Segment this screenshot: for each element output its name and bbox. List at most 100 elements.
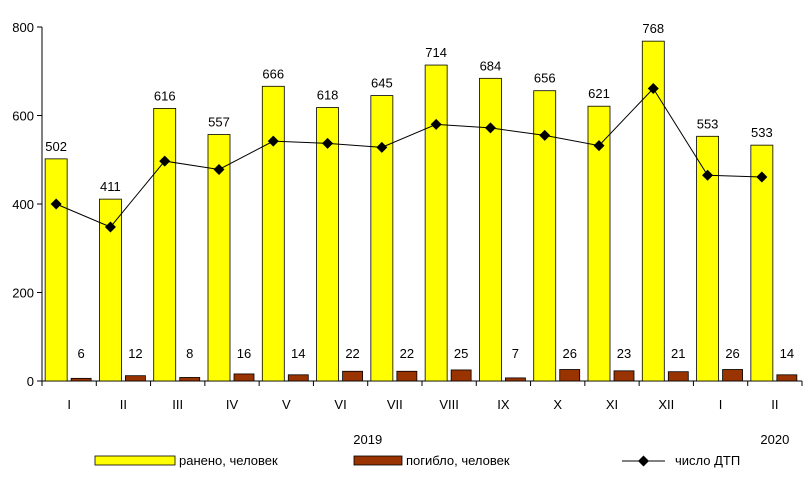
bar-wounded	[533, 90, 557, 382]
year-label: 2020	[760, 432, 789, 447]
point-accidents	[430, 118, 442, 130]
legend-swatch-killed	[353, 455, 403, 466]
data-label-killed: 26	[725, 346, 739, 361]
bar-wounded	[44, 158, 68, 382]
x-tick-label: IV	[226, 397, 239, 412]
point-accidents	[702, 169, 714, 181]
bar-killed	[667, 371, 689, 382]
point-accidents	[104, 221, 116, 233]
data-label-killed: 8	[186, 346, 193, 361]
series-killed	[70, 369, 798, 382]
bar-killed	[776, 374, 798, 382]
bar-killed	[179, 377, 201, 382]
legend-label-accidents: число ДТП	[675, 453, 740, 468]
x-tick-label: V	[282, 397, 291, 412]
bar-killed	[450, 369, 472, 382]
data-label-wounded: 533	[751, 125, 773, 140]
legend-label-killed: погибло, человек	[406, 453, 510, 468]
data-label-wounded: 621	[588, 86, 610, 101]
data-label-wounded: 666	[262, 66, 284, 81]
point-accidents	[267, 135, 279, 147]
legend-label-wounded: ранено, человек	[179, 453, 278, 468]
data-label-killed: 22	[345, 346, 359, 361]
point-accidents	[484, 122, 496, 134]
x-tick-label: VII	[387, 397, 403, 412]
bar-killed	[559, 369, 581, 382]
y-tick-label: 800	[12, 20, 34, 35]
series-wounded	[44, 40, 774, 382]
data-label-wounded: 768	[642, 21, 664, 36]
bar-killed	[396, 370, 418, 382]
bar-wounded	[641, 40, 665, 382]
point-accidents	[50, 198, 62, 210]
y-tick-label: 200	[12, 286, 34, 301]
year-label: 2019	[353, 432, 382, 447]
series-accidents	[50, 83, 768, 233]
legend: ранено, человек погибло, человек число ДТП	[94, 453, 740, 468]
bar-killed	[125, 375, 146, 382]
legend-marker-accidents	[638, 455, 649, 467]
y-tick-label: 600	[12, 109, 34, 124]
bar-wounded	[750, 144, 774, 382]
x-tick-label: II	[771, 397, 778, 412]
data-label-killed: 12	[128, 346, 142, 361]
x-tick-label: VI	[334, 397, 346, 412]
axes: 0 200 400 600 800	[12, 20, 803, 389]
data-label-killed: 16	[237, 346, 251, 361]
data-label-killed: 6	[78, 346, 85, 361]
data-labels: 5026411126168557166661461822645227142568…	[45, 21, 794, 361]
y-tick-label: 0	[27, 374, 34, 389]
data-label-killed: 26	[562, 346, 576, 361]
bar-wounded	[587, 105, 611, 382]
data-label-wounded: 618	[317, 88, 339, 103]
bar-killed	[287, 374, 309, 382]
data-label-killed: 22	[400, 346, 414, 361]
point-accidents	[647, 83, 659, 95]
data-label-wounded: 645	[371, 76, 393, 91]
bar-killed	[342, 370, 363, 382]
x-tick-label: VIII	[439, 397, 459, 412]
x-tick-labels: I II III IV V VI VII VIII IX X XI XII I II	[67, 397, 778, 412]
bar-killed	[505, 377, 526, 382]
point-accidents	[322, 137, 334, 149]
x-tick-label: IX	[497, 397, 510, 412]
line-accidents	[55, 87, 762, 228]
data-label-wounded: 553	[697, 116, 719, 131]
bar-wounded	[424, 64, 448, 382]
bar-wounded	[479, 77, 502, 382]
bar-killed	[233, 373, 255, 382]
x-tick-label: XII	[658, 397, 674, 412]
y-tick-label: 400	[12, 197, 34, 212]
x-tick-label: I	[719, 397, 723, 412]
bar-killed	[722, 369, 743, 382]
bar-killed	[70, 377, 92, 382]
year-labels: 2019 2020	[353, 432, 789, 447]
point-accidents	[213, 163, 225, 175]
data-label-wounded: 557	[208, 115, 230, 130]
legend-swatch-wounded	[94, 455, 176, 466]
point-accidents	[539, 129, 551, 141]
data-label-wounded: 714	[425, 45, 447, 60]
data-label-killed: 23	[617, 346, 631, 361]
bar-wounded	[207, 134, 231, 382]
data-label-wounded: 684	[480, 58, 502, 73]
x-tick-label: X	[553, 397, 562, 412]
data-label-wounded: 616	[154, 88, 176, 103]
data-label-wounded: 656	[534, 71, 556, 86]
data-label-killed: 14	[780, 346, 794, 361]
data-label-killed: 14	[291, 346, 305, 361]
point-accidents	[593, 140, 605, 152]
bar-wounded	[316, 107, 339, 382]
bar-wounded	[153, 108, 177, 382]
x-tick-label: II	[120, 397, 127, 412]
point-accidents	[159, 155, 171, 167]
bar-killed	[613, 370, 635, 382]
data-label-wounded: 411	[100, 179, 121, 194]
bar-wounded	[261, 85, 285, 382]
data-label-killed: 21	[671, 346, 685, 361]
point-accidents	[756, 171, 768, 183]
bar-wounded	[370, 95, 394, 382]
point-accidents	[376, 141, 388, 153]
data-label-killed: 7	[512, 346, 519, 361]
